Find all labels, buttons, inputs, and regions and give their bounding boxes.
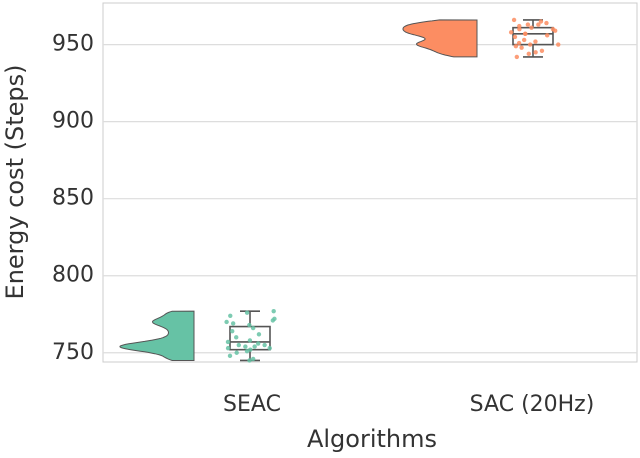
point xyxy=(517,26,522,32)
y-tick-label: 850 xyxy=(52,186,94,211)
point xyxy=(533,50,538,55)
point xyxy=(519,45,524,50)
point xyxy=(230,321,236,326)
point xyxy=(230,328,235,334)
y-tick-label: 800 xyxy=(52,263,94,288)
point xyxy=(255,341,261,346)
point xyxy=(544,33,550,38)
point xyxy=(244,349,250,354)
point xyxy=(512,34,518,40)
point xyxy=(243,344,248,349)
y-axis-label: Energy cost (Steps) xyxy=(1,65,29,300)
point xyxy=(224,319,229,325)
point xyxy=(536,22,541,27)
point xyxy=(234,335,239,340)
y-tick-label: 900 xyxy=(52,109,94,134)
y-tick-label: 750 xyxy=(52,340,94,365)
point xyxy=(271,308,276,314)
point xyxy=(228,313,233,318)
point xyxy=(514,54,520,60)
plot-frame xyxy=(102,2,638,363)
point xyxy=(247,322,252,328)
point xyxy=(248,347,253,352)
point xyxy=(516,40,522,46)
point xyxy=(234,350,239,355)
x-tick-label: SAC (20Hz) xyxy=(470,392,595,417)
point xyxy=(539,48,545,53)
point xyxy=(256,332,262,337)
point xyxy=(513,43,519,49)
point xyxy=(247,358,252,363)
point xyxy=(247,338,253,343)
point xyxy=(236,342,241,348)
point xyxy=(525,22,531,27)
point xyxy=(250,325,256,331)
point xyxy=(508,30,514,35)
point xyxy=(511,17,517,23)
point xyxy=(544,20,549,26)
point xyxy=(227,353,233,359)
point xyxy=(250,356,256,362)
point xyxy=(550,26,556,32)
x-tick-label: SEAC xyxy=(223,392,281,417)
point xyxy=(529,25,534,30)
point xyxy=(538,19,544,24)
point xyxy=(225,339,231,345)
violin xyxy=(402,19,478,58)
x-axis-label: Algorithms xyxy=(307,425,437,453)
y-tick-label: 950 xyxy=(52,32,94,57)
point xyxy=(523,31,528,37)
point xyxy=(225,345,231,351)
point xyxy=(556,42,561,47)
point xyxy=(527,42,533,47)
point xyxy=(252,344,257,349)
point xyxy=(533,39,538,44)
point xyxy=(272,316,277,322)
point xyxy=(526,51,532,57)
violin xyxy=(119,310,195,362)
point xyxy=(262,342,267,348)
point xyxy=(521,37,527,43)
point xyxy=(244,310,250,315)
point xyxy=(267,345,272,351)
point xyxy=(517,23,522,29)
